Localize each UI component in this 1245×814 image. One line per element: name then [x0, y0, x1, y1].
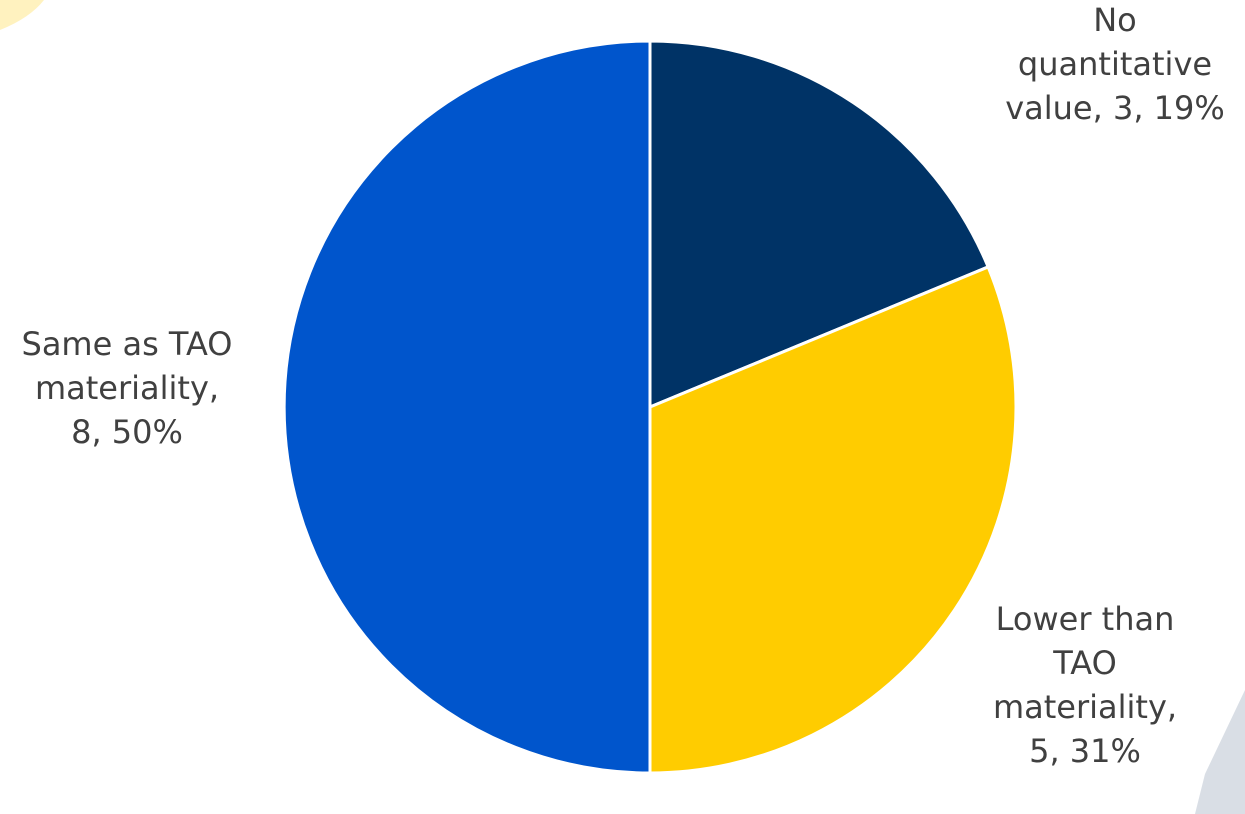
pie-slice-lower-than-tao-materiality — [648, 265, 1018, 775]
corner-accent-shape — [0, 0, 44, 30]
pie-slice-same-as-tao-materiality — [282, 39, 652, 775]
slice-label-line: 8, 50% — [71, 413, 183, 451]
slice-label-line: TAO — [1053, 644, 1117, 682]
slice-label-line: materiality, — [34, 369, 220, 407]
slice-label-no-quantitative-value: No quantitative value, 3, 19% — [985, 0, 1245, 130]
slice-label-line: 5, 31% — [1029, 732, 1141, 770]
slice-label-line: Lower than — [995, 600, 1175, 638]
slice-label-line: materiality, — [992, 688, 1178, 726]
pie-slice-no-quantitative-value — [648, 39, 990, 409]
slice-label-lower-than-tao-materiality: Lower than TAO materiality, 5, 31% — [955, 597, 1215, 773]
slice-label-same-as-tao-materiality: Same as TAO materiality, 8, 50% — [0, 322, 254, 454]
slice-label-line: No — [1093, 1, 1137, 39]
slice-label-line: value, 3, 19% — [1005, 89, 1225, 127]
pie-slices — [282, 39, 1018, 775]
slice-label-line: Same as TAO — [21, 325, 233, 363]
slice-label-line: quantitative — [1017, 45, 1213, 83]
corner-triangle-shape — [1195, 690, 1245, 814]
